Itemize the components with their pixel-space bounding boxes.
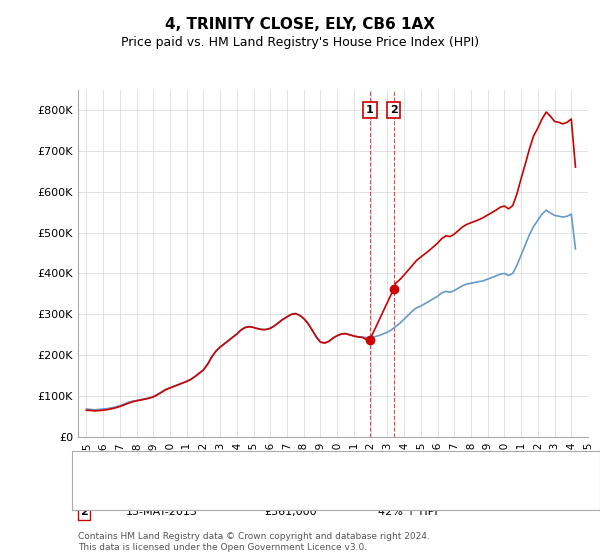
Text: 5% ↓ HPI: 5% ↓ HPI [378,482,430,492]
Text: Contains HM Land Registry data © Crown copyright and database right 2024.
This d: Contains HM Land Registry data © Crown c… [78,532,430,552]
Text: 1: 1 [366,105,374,115]
Text: 1: 1 [80,482,88,492]
Text: £361,000: £361,000 [264,507,317,517]
Text: 42% ↑ HPI: 42% ↑ HPI [378,507,437,517]
Text: 13-MAY-2013: 13-MAY-2013 [126,507,198,517]
Text: 2: 2 [80,507,88,517]
Text: £238,000: £238,000 [264,482,317,492]
Text: 16-DEC-2011: 16-DEC-2011 [126,482,199,492]
Text: 2: 2 [389,105,397,115]
Text: Price paid vs. HM Land Registry's House Price Index (HPI): Price paid vs. HM Land Registry's House … [121,36,479,49]
Text: 4, TRINITY CLOSE, ELY, CB6 1AX (detached house): 4, TRINITY CLOSE, ELY, CB6 1AX (detached… [126,463,387,473]
Text: HPI: Average price, detached house, East Cambridgeshire: HPI: Average price, detached house, East… [126,482,428,492]
Text: 4, TRINITY CLOSE, ELY, CB6 1AX: 4, TRINITY CLOSE, ELY, CB6 1AX [165,17,435,32]
